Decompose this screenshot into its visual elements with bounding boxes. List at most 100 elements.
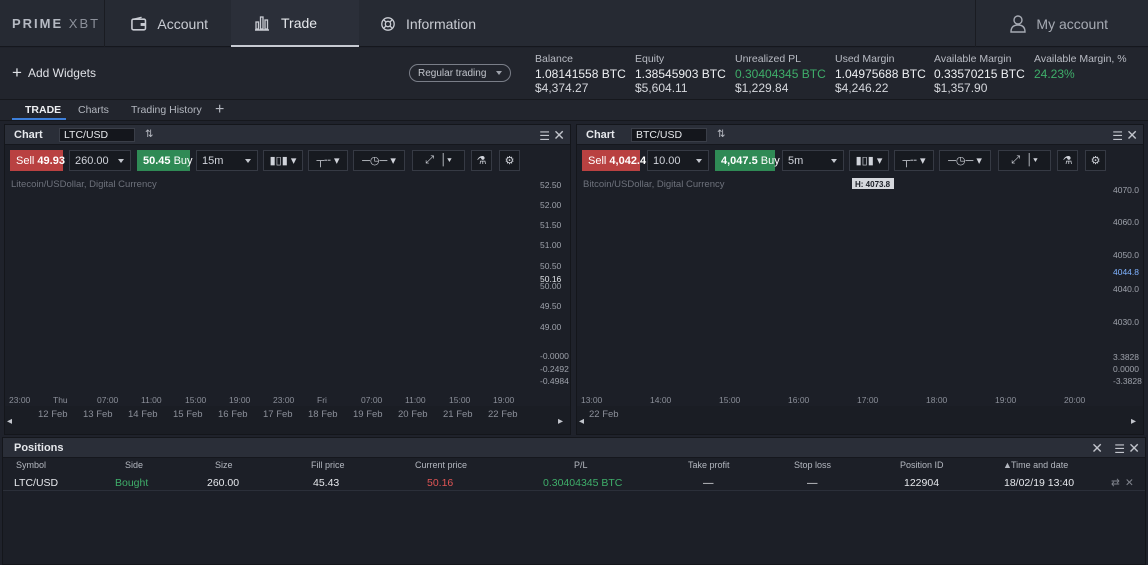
caret-down-icon: [245, 159, 251, 163]
positions-title: Positions: [14, 442, 64, 454]
flask-icon: ⚗: [1062, 155, 1073, 167]
x-tick: Fri: [317, 395, 327, 405]
close-all-icon[interactable]: ✕: [1091, 440, 1103, 456]
hamburger-menu-icon[interactable]: ☰: [1114, 442, 1125, 456]
table-row[interactable]: LTC/USD Bought 260.00 45.43 50.16 0.3040…: [3, 474, 1145, 491]
chart-settings-button[interactable]: ⚙: [499, 150, 520, 171]
logo-text-b: XBT: [68, 16, 101, 31]
candle-type-button[interactable]: ▮▯▮ ▾: [263, 150, 303, 171]
col-pl[interactable]: P/L: [574, 460, 588, 470]
stat-label: Unrealized PL: [735, 53, 801, 65]
quantity-select[interactable]: 10.00: [647, 150, 709, 171]
stat-label: Used Margin: [835, 53, 895, 65]
drawing-tools-button[interactable]: ⤢ │▾: [412, 150, 465, 171]
indicators-button[interactable]: ┬╌ ▾: [308, 150, 348, 171]
x-tick: 19:00: [229, 395, 251, 405]
col-position-id[interactable]: Position ID: [900, 460, 944, 470]
y-tick: 49.00: [540, 322, 562, 332]
nav-information[interactable]: Information: [358, 0, 498, 47]
quantity-select[interactable]: 260.00: [69, 150, 131, 171]
stat-value: 24.23%: [1034, 67, 1075, 81]
scroller-date: 13 Feb: [83, 409, 113, 420]
nav-account[interactable]: Account: [108, 0, 230, 47]
nav-trade[interactable]: Trade: [231, 0, 359, 47]
buy-button[interactable]: 50.45 Buy: [137, 150, 193, 171]
stat-value: 1.04975688 BTC: [835, 67, 926, 81]
reverse-icon[interactable]: ⇄: [1111, 477, 1120, 489]
plus-icon: +: [12, 63, 22, 82]
close-icon[interactable]: ✕: [1126, 127, 1138, 143]
scroller-date: 22 Feb: [488, 409, 518, 420]
tab-trade[interactable]: TRADE: [25, 104, 62, 116]
x-tick: 14:00: [650, 395, 672, 405]
scroller-date: 12 Feb: [38, 409, 68, 420]
close-icon[interactable]: ✕: [1128, 440, 1140, 456]
my-account-button[interactable]: My account: [1010, 0, 1108, 47]
ltc-price-chart[interactable]: Litecoin/USDollar, Digital Currency 52.5…: [5, 174, 570, 434]
btc-price-chart[interactable]: Bitcoin/USDollar, Digital Currency H: 40…: [577, 174, 1143, 434]
interval-select[interactable]: 15m: [196, 150, 258, 171]
line-tool-icon: ⤢ │▾: [1011, 154, 1038, 166]
hamburger-menu-icon[interactable]: ☰: [539, 129, 550, 143]
swap-icon[interactable]: ⇅: [145, 129, 154, 140]
close-icon[interactable]: ✕: [553, 127, 565, 143]
col-side[interactable]: Side: [125, 460, 144, 470]
tab-charts[interactable]: Charts: [78, 104, 109, 116]
col-current-price[interactable]: Current price: [415, 460, 468, 470]
candles-icon: ▮▯▮ ▾: [269, 155, 297, 167]
scroller-date: 20 Feb: [398, 409, 428, 420]
col-take-profit[interactable]: Take profit: [688, 460, 730, 470]
close-position-icon[interactable]: ✕: [1125, 477, 1134, 489]
add-widgets-button[interactable]: + Add Widgets: [12, 63, 96, 82]
sell-label: Sell: [588, 154, 607, 167]
drawing-tools-button[interactable]: ⤢ │▾: [998, 150, 1051, 171]
scroller-date: 15 Feb: [173, 409, 203, 420]
chart-settings-button[interactable]: ⚙: [1085, 150, 1106, 171]
stat-equity: Equity 1.38545903 BTC $5,604.11: [635, 53, 726, 95]
indicators-button[interactable]: ┬╌ ▾: [894, 150, 934, 171]
y-tick: 4030.0: [1113, 317, 1139, 327]
buy-button[interactable]: 4,047.5 Buy: [715, 150, 780, 171]
trading-mode-select[interactable]: Regular trading: [409, 64, 511, 82]
scroll-right-icon[interactable]: ▸: [1131, 416, 1136, 427]
y-tick: 4060.0: [1113, 217, 1139, 227]
sell-label: Sell: [16, 154, 35, 167]
x-tick: 20:00: [1064, 395, 1086, 405]
x-tick: 17:00: [857, 395, 879, 405]
interval-select[interactable]: 5m: [782, 150, 844, 171]
active-tab-underline: [12, 118, 66, 120]
studies-button[interactable]: ⚗: [471, 150, 492, 171]
swap-icon[interactable]: ⇅: [717, 129, 726, 140]
sell-button[interactable]: Sell 49.93: [10, 150, 65, 171]
stat-value: 1.38545903 BTC: [635, 67, 726, 81]
scroll-left-icon[interactable]: ◂: [7, 416, 12, 427]
symbol-input[interactable]: BTC/USD: [631, 128, 707, 142]
x-tick: 15:00: [185, 395, 207, 405]
stat-value: 1.08141558 BTC: [535, 67, 626, 81]
y-tick: 51.00: [540, 240, 562, 250]
x-tick: Thu: [53, 395, 68, 405]
time-tools-button[interactable]: ─◷─ ▾: [939, 150, 991, 171]
scroll-right-icon[interactable]: ▸: [558, 416, 563, 427]
sell-button[interactable]: Sell 4,042.4: [582, 150, 646, 171]
scroll-left-icon[interactable]: ◂: [579, 416, 584, 427]
top-nav-bar: PRIME XBT Account Trade Information My a…: [0, 0, 1148, 47]
add-tab-plus-icon[interactable]: +: [215, 101, 225, 118]
col-time-date[interactable]: Time and date: [1011, 460, 1069, 470]
hamburger-menu-icon[interactable]: ☰: [1112, 129, 1123, 143]
tab-trading-history[interactable]: Trading History: [131, 104, 202, 116]
time-tools-button[interactable]: ─◷─ ▾: [353, 150, 405, 171]
y-tick: 50.00: [540, 281, 562, 291]
nav-divider: [975, 0, 976, 47]
col-stop-loss[interactable]: Stop loss: [794, 460, 832, 470]
col-fill-price[interactable]: Fill price: [311, 460, 345, 470]
scroller-bg: [5, 406, 570, 434]
symbol-input[interactable]: LTC/USD: [59, 128, 135, 142]
x-tick: 07:00: [97, 395, 119, 405]
studies-button[interactable]: ⚗: [1057, 150, 1078, 171]
col-size[interactable]: Size: [215, 460, 233, 470]
candle-type-button[interactable]: ▮▯▮ ▾: [849, 150, 889, 171]
prime-xbt-logo[interactable]: PRIME XBT: [12, 16, 100, 31]
macd-tick: -3.3828: [1113, 376, 1142, 386]
col-symbol[interactable]: Symbol: [16, 460, 47, 470]
